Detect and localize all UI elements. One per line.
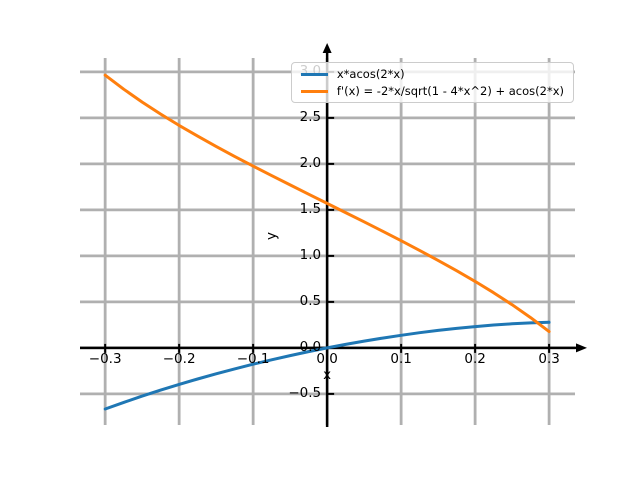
y-axis-label: y <box>263 232 280 240</box>
x-axis-label: x <box>323 366 332 383</box>
x-tick-label: 0.1 <box>390 350 412 367</box>
x-tick-label: −0.3 <box>88 350 122 367</box>
legend-entry-derivative: f'(x) = -2*x/sqrt(1 - 4*x^2) + acos(2*x) <box>300 84 564 98</box>
legend-label-function: x*acos(2*x) <box>336 67 405 81</box>
curve-derivative <box>103 73 551 334</box>
legend-entry-function: x*acos(2*x) <box>300 67 564 81</box>
legend-line-sample-derivative <box>300 89 328 93</box>
curve-function <box>103 320 551 411</box>
y-tick-label: −0.5 <box>288 384 322 401</box>
x-tick-label: 0.3 <box>538 350 560 367</box>
y-tick-label: 2.0 <box>299 154 322 171</box>
x-axis-arrow <box>576 343 587 353</box>
y-tick-label: 0.0 <box>299 338 322 355</box>
legend: x*acos(2*x) f'(x) = -2*x/sqrt(1 - 4*x^2)… <box>290 62 574 103</box>
x-tick-label: −0.2 <box>162 350 196 367</box>
legend-label-derivative: f'(x) = -2*x/sqrt(1 - 4*x^2) + acos(2*x) <box>336 84 564 98</box>
y-tick-label: 1.0 <box>299 246 322 263</box>
y-tick-label: 1.5 <box>299 200 322 217</box>
x-tick-label: 0.0 <box>316 350 338 367</box>
legend-line-sample-function <box>300 72 328 76</box>
y-axis-arrow <box>322 43 332 53</box>
x-tick-label: 0.2 <box>464 350 486 367</box>
y-tick-label: 0.5 <box>299 292 322 309</box>
x-tick-label: −0.1 <box>236 350 270 367</box>
y-tick-label: 2.5 <box>299 108 322 125</box>
